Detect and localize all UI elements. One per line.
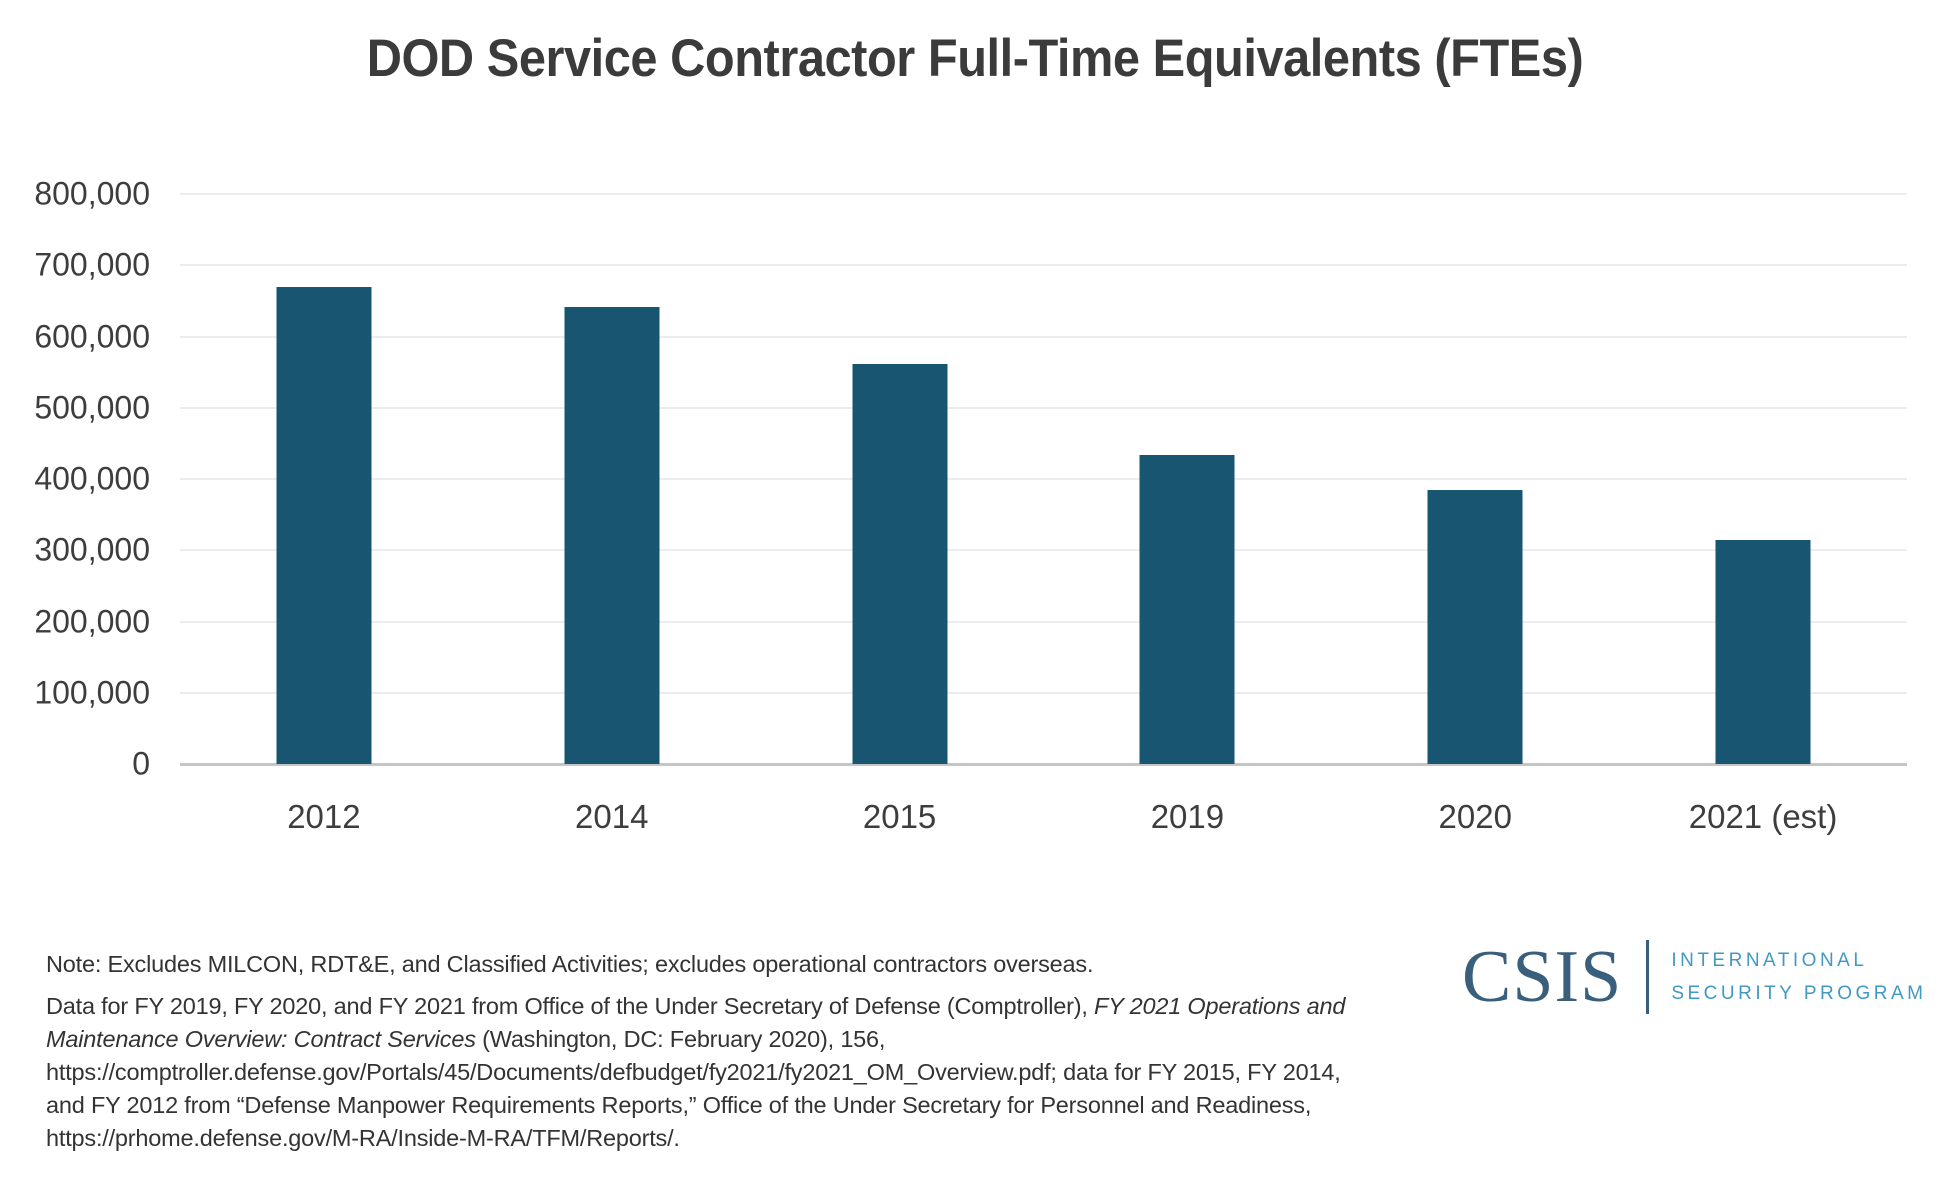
csis-wordmark: CSIS: [1462, 936, 1623, 1018]
x-tick-label: 2021 (est): [1688, 798, 1838, 835]
y-tick-label: 0: [132, 745, 150, 782]
note-block: Note: Excludes MILCON, RDT&E, and Classi…: [46, 948, 1406, 1155]
bar-slot: 2019: [1043, 194, 1331, 835]
bar-2019: [1139, 454, 1235, 764]
x-tick-label: 2012: [287, 798, 361, 835]
gridline: [180, 264, 1907, 267]
gridline: [180, 406, 1907, 409]
gridline: [180, 620, 1907, 623]
x-axis-baseline: [180, 763, 1907, 766]
program-name: INTERNATIONAL SECURITY PROGRAM: [1671, 944, 1926, 1011]
source-url-comptroller: https://comptroller.defense.gov/Portals/…: [46, 1059, 1341, 1085]
source-text-segment: (Washington, DC: February 2020), 156,: [475, 1026, 886, 1052]
bar-2012: [276, 286, 372, 764]
bar-2021-est-: [1715, 540, 1811, 764]
bar-2015: [852, 364, 948, 764]
source-text-segment: and FY 2012 from “Defense Manpower Requi…: [46, 1092, 1312, 1118]
gridline: [180, 193, 1907, 195]
y-tick-label: 300,000: [34, 531, 150, 568]
bar-slot: 2015: [756, 194, 1044, 835]
y-tick-label: 800,000: [34, 175, 150, 212]
x-tick-label: 2020: [1438, 798, 1512, 835]
source-text-segment: Data for FY 2019, FY 2020, and FY 2021 f…: [46, 993, 1095, 1019]
gridline: [180, 549, 1907, 552]
gridline: [180, 691, 1907, 694]
note-line: Note: Excludes MILCON, RDT&E, and Classi…: [46, 948, 1406, 981]
source-italic-segment: FY 2021 Operations and: [1094, 993, 1346, 1019]
x-tick-label: 2014: [575, 798, 649, 835]
bar-slot: 2014: [468, 194, 756, 835]
source-note: Data for FY 2019, FY 2020, and FY 2021 f…: [46, 990, 1406, 1155]
chart-title: DOD Service Contractor Full-Time Equival…: [366, 29, 1584, 88]
program-line-1: INTERNATIONAL: [1671, 949, 1868, 971]
bar-slot: 2020: [1331, 194, 1619, 835]
x-tick-label: 2019: [1150, 798, 1225, 835]
bar-slot: 2021 (est): [1619, 194, 1907, 835]
y-tick-label: 700,000: [34, 246, 150, 283]
bar-2020: [1427, 489, 1523, 764]
plot-area: 2012 2014 2015 2019 2020 2021 (est): [180, 193, 1907, 835]
gridline: [180, 478, 1907, 480]
bar-slot: 2012: [180, 194, 468, 835]
logo-divider: [1646, 940, 1650, 1014]
y-tick-label: 600,000: [34, 318, 150, 354]
bars-layer: 2012 2014 2015 2019 2020 2021 (est): [180, 194, 1907, 835]
bar-2014: [564, 307, 660, 764]
y-tick-label: 400,000: [34, 460, 150, 497]
x-tick-label: 2015: [862, 798, 937, 835]
y-axis: 800,000 700,000 600,000 500,000 400,000 300,0…: [0, 176, 150, 782]
source-url-prhome: https://prhome.defense.gov/M-RA/Inside-M…: [46, 1125, 680, 1151]
source-italic-segment: Maintenance Overview: Contract Services: [46, 1026, 476, 1052]
csis-logo: CSIS INTERNATIONAL SECURITY PROGRAM: [1462, 940, 1927, 1014]
program-line-2: SECURITY PROGRAM: [1671, 983, 1927, 1004]
y-tick-label: 500,000: [34, 389, 150, 426]
gridline: [180, 335, 1907, 338]
y-tick-label: 200,000: [34, 603, 150, 639]
y-tick-label: 100,000: [34, 674, 150, 711]
note-text: Note: Excludes MILCON, RDT&E, and Classi…: [46, 951, 1094, 977]
